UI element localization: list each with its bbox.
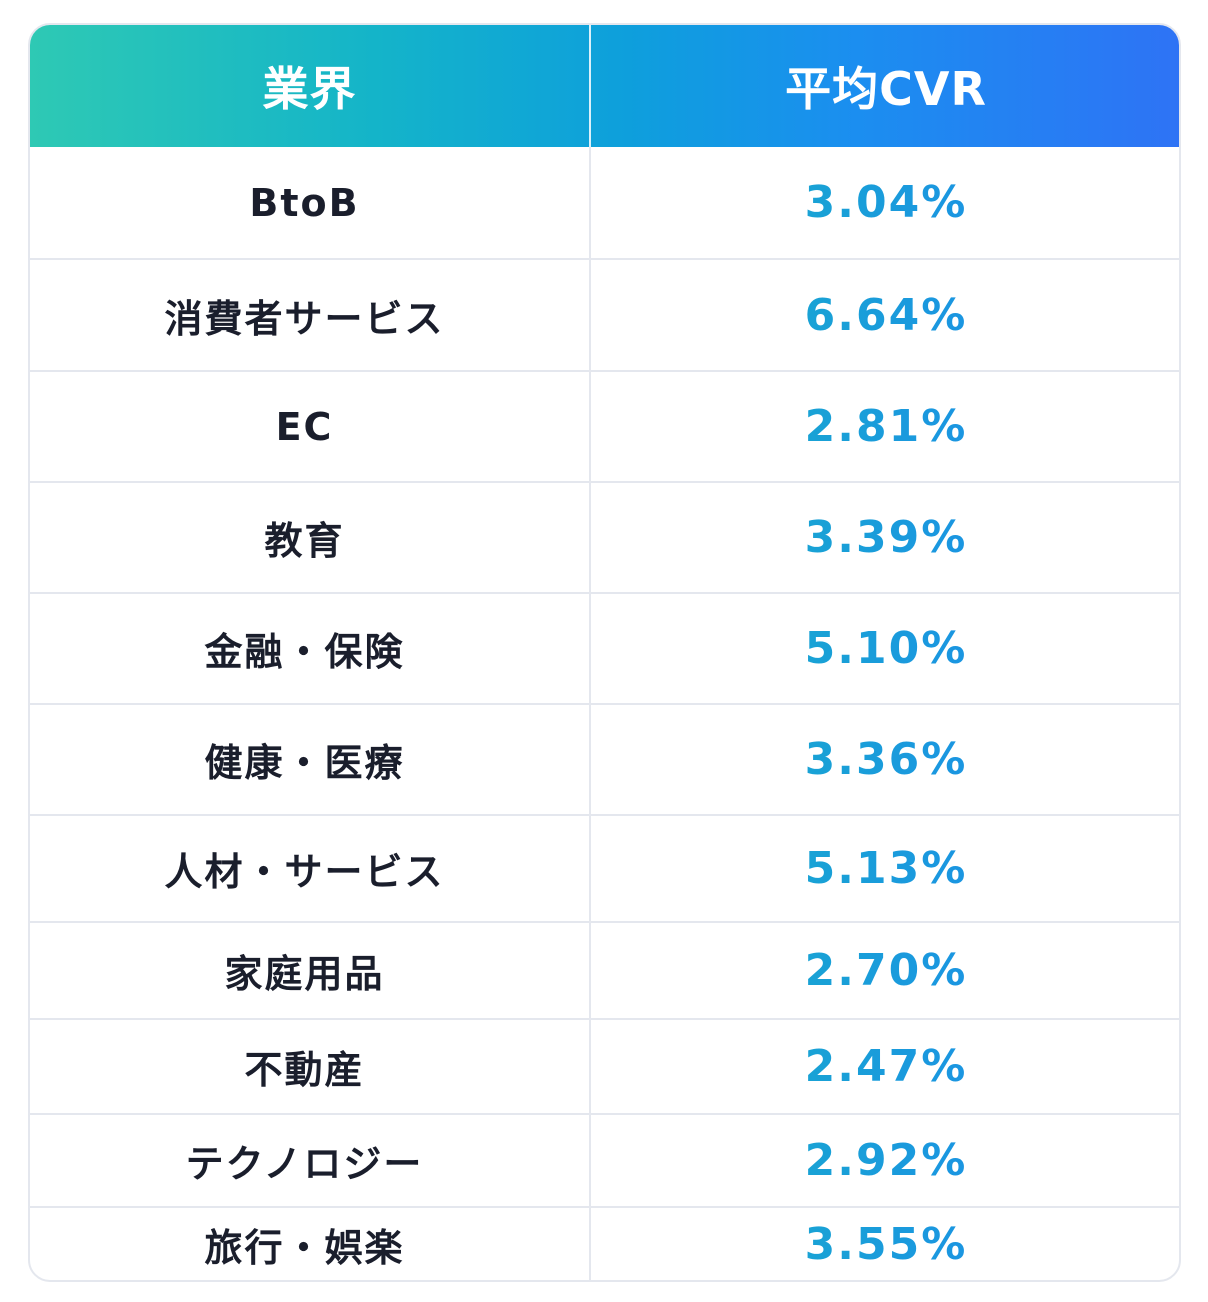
cvr-cell: 3.55% — [591, 1208, 1179, 1280]
header-avg-cvr: 平均CVR — [785, 62, 987, 116]
industry-cell: テクノロジー — [185, 1142, 424, 1186]
cvr-cell: 5.10% — [591, 594, 1179, 703]
cvr-cell: 3.04% — [591, 147, 1179, 258]
table-row: テクノロジー 2.92% — [30, 1113, 1179, 1206]
table-row: EC 2.81% — [30, 370, 1179, 481]
industry-cell: 健康・医療 — [204, 741, 405, 785]
industry-cell: 不動産 — [244, 1048, 365, 1092]
header-column-divider — [589, 25, 591, 147]
table-row: 人材・サービス 5.13% — [30, 814, 1179, 921]
industry-cell: 消費者サービス — [164, 296, 445, 341]
column-divider — [589, 147, 591, 1280]
industry-cell: 金融・保険 — [204, 630, 405, 674]
table-row: 金融・保険 5.10% — [30, 592, 1179, 703]
cvr-cell: 2.70% — [591, 923, 1179, 1018]
table-row: BtoB 3.04% — [30, 147, 1179, 258]
table-row: 消費者サービス 6.64% — [30, 258, 1179, 370]
header-industry: 業界 — [262, 62, 357, 116]
cvr-cell: 3.39% — [591, 483, 1179, 592]
industry-cell: 人材・サービス — [164, 850, 445, 894]
table-row: 健康・医療 3.36% — [30, 703, 1179, 814]
industry-cell: EC — [275, 404, 334, 449]
cvr-cell: 2.92% — [591, 1115, 1179, 1206]
table-row: 家庭用品 2.70% — [30, 921, 1179, 1018]
cvr-table: 業界 平均CVR BtoB 3.04% 消費者サービス 6.64% EC 2.81% 教育 3… — [28, 23, 1181, 1282]
table-row: 教育 3.39% — [30, 481, 1179, 592]
industry-cell: 家庭用品 — [224, 952, 385, 996]
cvr-cell: 2.81% — [591, 372, 1179, 481]
table-row: 不動産 2.47% — [30, 1018, 1179, 1113]
cvr-cell: 6.64% — [591, 260, 1179, 370]
cvr-cell: 5.13% — [591, 816, 1179, 921]
cvr-cell: 3.36% — [591, 705, 1179, 814]
table-header-row: 業界 平均CVR — [30, 25, 1179, 147]
table-row: 旅行・娯楽 3.55% — [30, 1206, 1179, 1280]
cvr-cell: 2.47% — [591, 1020, 1179, 1113]
industry-cell: 旅行・娯楽 — [204, 1225, 405, 1270]
industry-cell: 教育 — [264, 519, 345, 563]
industry-cell: BtoB — [249, 180, 360, 225]
